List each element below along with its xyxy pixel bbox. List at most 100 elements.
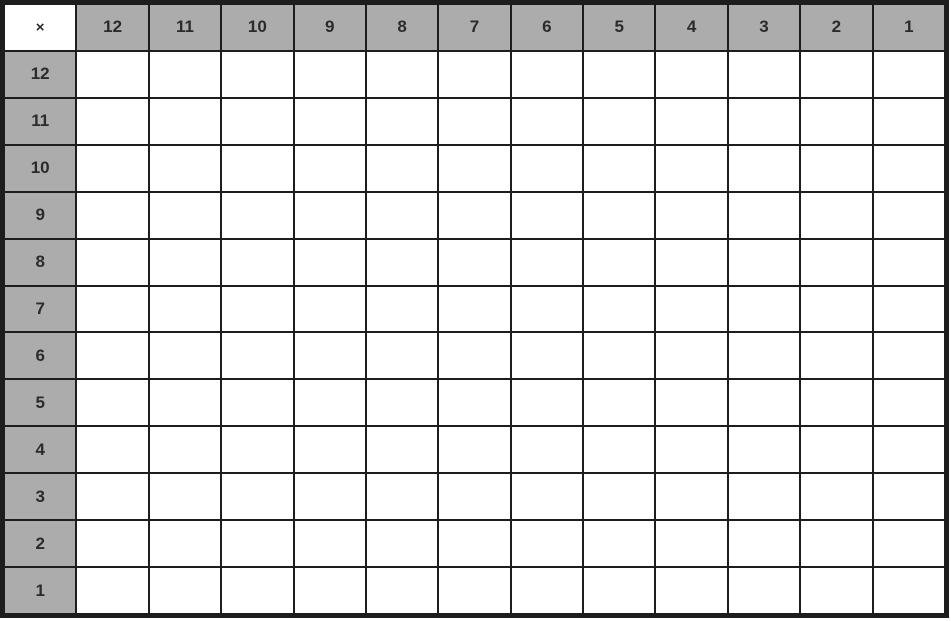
answer-cell-12x8[interactable] — [366, 51, 438, 97]
answer-cell-1x11[interactable] — [149, 568, 221, 613]
answer-cell-5x8[interactable] — [366, 380, 438, 426]
answer-cell-9x3[interactable] — [728, 192, 800, 238]
answer-cell-12x12[interactable] — [77, 51, 148, 97]
answer-cell-2x8[interactable] — [366, 521, 438, 567]
answer-cell-1x2[interactable] — [801, 568, 872, 613]
answer-cell-6x5[interactable] — [584, 333, 655, 379]
answer-cell-11x8[interactable] — [366, 98, 438, 144]
answer-cell-11x10[interactable] — [222, 98, 293, 144]
answer-cell-4x1[interactable] — [873, 427, 944, 473]
answer-cell-12x5[interactable] — [584, 51, 655, 97]
answer-cell-9x11[interactable] — [149, 192, 221, 238]
answer-cell-8x9[interactable] — [294, 239, 365, 285]
answer-cell-8x1[interactable] — [873, 239, 944, 285]
answer-cell-2x11[interactable] — [149, 521, 221, 567]
answer-cell-9x4[interactable] — [656, 192, 727, 238]
answer-cell-8x3[interactable] — [728, 239, 800, 285]
answer-cell-11x11[interactable] — [149, 98, 221, 144]
answer-cell-6x1[interactable] — [873, 333, 944, 379]
answer-cell-10x5[interactable] — [584, 145, 655, 191]
answer-cell-4x3[interactable] — [728, 427, 800, 473]
answer-cell-3x3[interactable] — [728, 474, 800, 520]
answer-cell-3x5[interactable] — [584, 474, 655, 520]
answer-cell-8x2[interactable] — [801, 239, 872, 285]
answer-cell-7x8[interactable] — [366, 286, 438, 332]
answer-cell-8x12[interactable] — [77, 239, 148, 285]
answer-cell-9x10[interactable] — [222, 192, 293, 238]
answer-cell-4x8[interactable] — [366, 427, 438, 473]
answer-cell-10x7[interactable] — [439, 145, 510, 191]
answer-cell-7x2[interactable] — [801, 286, 872, 332]
answer-cell-4x6[interactable] — [511, 427, 583, 473]
answer-cell-12x6[interactable] — [511, 51, 583, 97]
answer-cell-10x8[interactable] — [366, 145, 438, 191]
answer-cell-4x4[interactable] — [656, 427, 727, 473]
answer-cell-9x2[interactable] — [801, 192, 872, 238]
answer-cell-11x4[interactable] — [656, 98, 727, 144]
answer-cell-7x12[interactable] — [77, 286, 148, 332]
answer-cell-10x1[interactable] — [873, 145, 944, 191]
answer-cell-9x12[interactable] — [77, 192, 148, 238]
answer-cell-5x1[interactable] — [873, 380, 944, 426]
answer-cell-12x1[interactable] — [873, 51, 944, 97]
answer-cell-7x11[interactable] — [149, 286, 221, 332]
answer-cell-5x6[interactable] — [511, 380, 583, 426]
answer-cell-9x6[interactable] — [511, 192, 583, 238]
answer-cell-1x1[interactable] — [873, 568, 944, 613]
answer-cell-1x7[interactable] — [439, 568, 510, 613]
answer-cell-6x9[interactable] — [294, 333, 365, 379]
answer-cell-4x10[interactable] — [222, 427, 293, 473]
answer-cell-9x1[interactable] — [873, 192, 944, 238]
answer-cell-8x4[interactable] — [656, 239, 727, 285]
answer-cell-2x7[interactable] — [439, 521, 510, 567]
answer-cell-4x7[interactable] — [439, 427, 510, 473]
answer-cell-12x3[interactable] — [728, 51, 800, 97]
answer-cell-12x10[interactable] — [222, 51, 293, 97]
answer-cell-11x7[interactable] — [439, 98, 510, 144]
answer-cell-11x9[interactable] — [294, 98, 365, 144]
answer-cell-5x4[interactable] — [656, 380, 727, 426]
answer-cell-1x10[interactable] — [222, 568, 293, 613]
answer-cell-7x10[interactable] — [222, 286, 293, 332]
answer-cell-6x8[interactable] — [366, 333, 438, 379]
answer-cell-7x7[interactable] — [439, 286, 510, 332]
answer-cell-5x3[interactable] — [728, 380, 800, 426]
answer-cell-8x5[interactable] — [584, 239, 655, 285]
answer-cell-12x7[interactable] — [439, 51, 510, 97]
answer-cell-12x11[interactable] — [149, 51, 221, 97]
answer-cell-1x4[interactable] — [656, 568, 727, 613]
answer-cell-8x6[interactable] — [511, 239, 583, 285]
answer-cell-5x5[interactable] — [584, 380, 655, 426]
answer-cell-1x8[interactable] — [366, 568, 438, 613]
answer-cell-3x12[interactable] — [77, 474, 148, 520]
answer-cell-3x4[interactable] — [656, 474, 727, 520]
answer-cell-2x4[interactable] — [656, 521, 727, 567]
answer-cell-10x4[interactable] — [656, 145, 727, 191]
answer-cell-5x9[interactable] — [294, 380, 365, 426]
answer-cell-8x10[interactable] — [222, 239, 293, 285]
answer-cell-3x9[interactable] — [294, 474, 365, 520]
answer-cell-7x3[interactable] — [728, 286, 800, 332]
answer-cell-5x12[interactable] — [77, 380, 148, 426]
answer-cell-8x8[interactable] — [366, 239, 438, 285]
answer-cell-5x7[interactable] — [439, 380, 510, 426]
answer-cell-6x7[interactable] — [439, 333, 510, 379]
answer-cell-10x6[interactable] — [511, 145, 583, 191]
answer-cell-2x5[interactable] — [584, 521, 655, 567]
answer-cell-2x10[interactable] — [222, 521, 293, 567]
answer-cell-11x3[interactable] — [728, 98, 800, 144]
answer-cell-1x6[interactable] — [511, 568, 583, 613]
answer-cell-12x9[interactable] — [294, 51, 365, 97]
answer-cell-1x9[interactable] — [294, 568, 365, 613]
answer-cell-6x10[interactable] — [222, 333, 293, 379]
answer-cell-11x6[interactable] — [511, 98, 583, 144]
answer-cell-6x3[interactable] — [728, 333, 800, 379]
answer-cell-2x1[interactable] — [873, 521, 944, 567]
answer-cell-11x12[interactable] — [77, 98, 148, 144]
answer-cell-2x6[interactable] — [511, 521, 583, 567]
answer-cell-3x8[interactable] — [366, 474, 438, 520]
answer-cell-10x9[interactable] — [294, 145, 365, 191]
answer-cell-10x2[interactable] — [801, 145, 872, 191]
answer-cell-3x7[interactable] — [439, 474, 510, 520]
answer-cell-10x10[interactable] — [222, 145, 293, 191]
